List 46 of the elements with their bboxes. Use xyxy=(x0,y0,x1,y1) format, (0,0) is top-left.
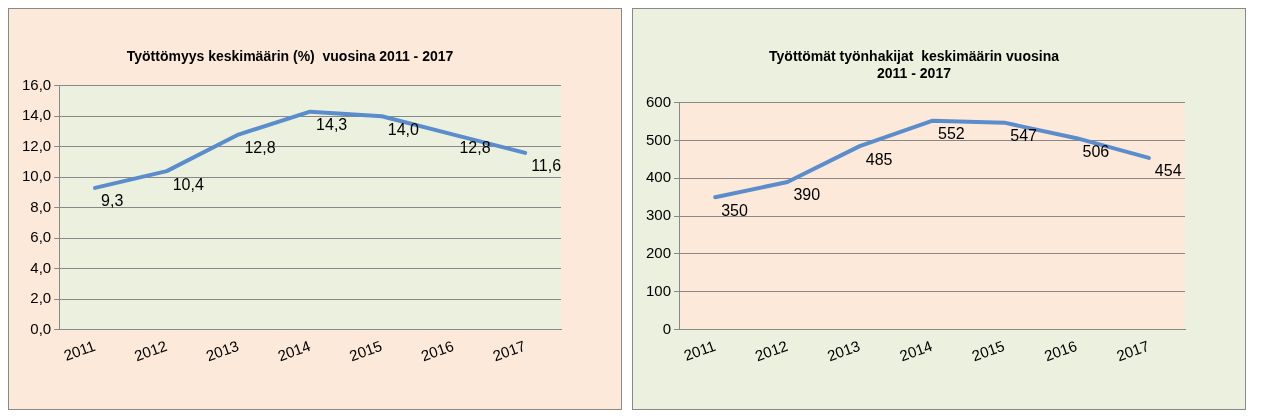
chart-title: Työttömyys keskimäärin (%) vuosina 2011 - 2017 xyxy=(126,48,454,65)
data-label: 12,8 xyxy=(459,138,491,156)
x-tick-label: 2013 xyxy=(825,336,863,365)
data-label: 552 xyxy=(938,125,965,143)
chart-title: Työttömät työnhakijat keskimäärin vuosina 2011 - 2017 xyxy=(769,48,1060,82)
y-tick-label: 0,0 xyxy=(30,319,52,337)
x-tick-label: 2017 xyxy=(1114,336,1152,365)
data-label: 547 xyxy=(1010,127,1038,145)
y-tick-label: 400 xyxy=(646,168,672,186)
data-label: 12,8 xyxy=(244,138,276,156)
y-tick-label: 8,0 xyxy=(30,197,52,215)
y-tick-label: 300 xyxy=(646,206,672,224)
y-tick-label: 600 xyxy=(646,92,672,110)
x-tick-label: 2016 xyxy=(1041,336,1080,365)
y-tick-label: 0 xyxy=(662,319,672,337)
data-label: 454 xyxy=(1154,162,1182,180)
y-tick-label: 6,0 xyxy=(30,228,52,246)
x-tick-label: 2012 xyxy=(131,336,170,365)
y-tick-label: 500 xyxy=(646,130,672,148)
data-label: 14,3 xyxy=(316,116,348,134)
x-tick-label: 2014 xyxy=(897,336,935,365)
x-tick-label: 2011 xyxy=(61,336,98,364)
x-tick-label: 2012 xyxy=(752,336,790,365)
data-label: 14,0 xyxy=(387,120,420,138)
data-label: 9,3 xyxy=(101,192,124,210)
y-tick-label: 10,0 xyxy=(21,167,52,185)
y-tick-label: 2,0 xyxy=(30,289,52,307)
y-tick-label: 100 xyxy=(646,281,672,299)
y-tick-label: 4,0 xyxy=(30,258,52,276)
data-label: 10,4 xyxy=(172,175,204,193)
data-label: 11,6 xyxy=(531,157,562,175)
data-label: 506 xyxy=(1082,142,1110,160)
data-label: 390 xyxy=(793,186,821,204)
x-tick-label: 2014 xyxy=(275,336,313,365)
y-tick-label: 200 xyxy=(646,244,672,262)
y-tick-label: 12,0 xyxy=(21,136,52,154)
data-label: 350 xyxy=(721,201,748,219)
data-label: 485 xyxy=(865,150,893,168)
x-tick-label: 2011 xyxy=(681,336,718,364)
x-tick-label: 2013 xyxy=(203,336,241,365)
x-tick-label: 2016 xyxy=(418,336,456,365)
x-tick-label: 2017 xyxy=(490,336,528,365)
x-tick-label: 2015 xyxy=(347,336,385,365)
y-tick-label: 14,0 xyxy=(21,106,52,124)
y-tick-label: 16,0 xyxy=(21,75,52,93)
x-tick-label: 2015 xyxy=(969,336,1007,365)
